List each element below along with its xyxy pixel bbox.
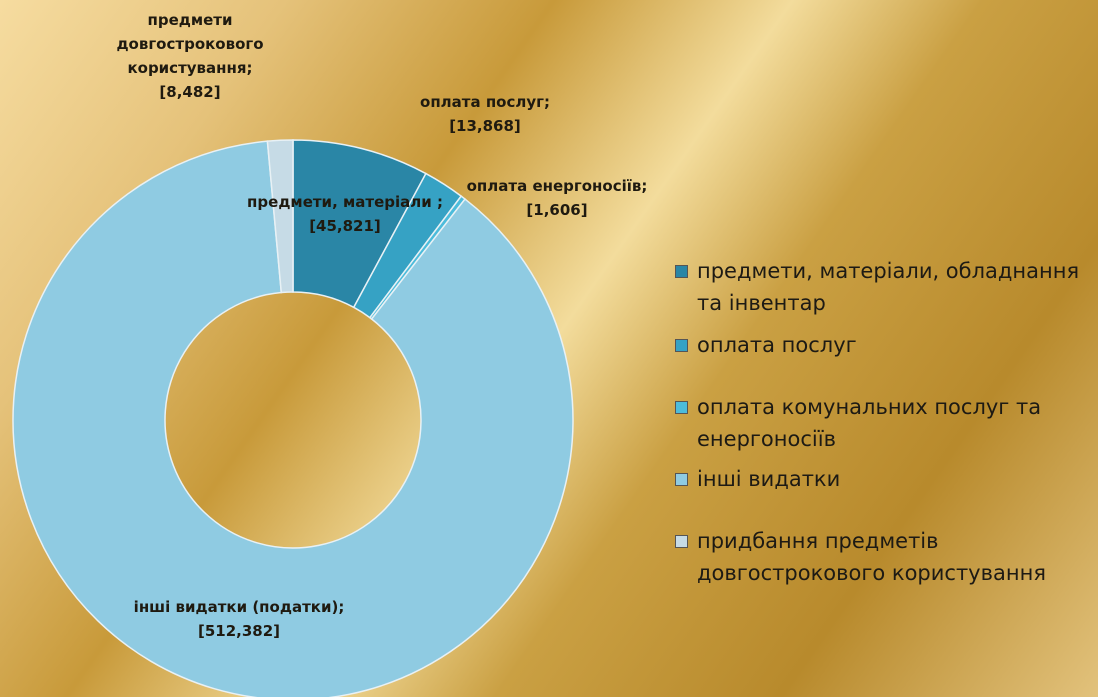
legend-swatch (675, 339, 688, 352)
data-label-name: оплата послуг; (420, 93, 550, 111)
legend-swatch (675, 401, 688, 414)
legend-label: оплата комунальних послуг та енергоносії… (697, 395, 1042, 451)
data-label: інші видатки (податки); [512,382] (134, 595, 345, 643)
data-label: предмети довгострокового користування; [8… (115, 8, 265, 104)
legend-item: оплата послуг (675, 329, 1090, 361)
legend-swatch (675, 473, 688, 486)
legend: предмети, матеріали, обладнання та інвен… (675, 255, 1090, 589)
data-label: оплата енергоносіїв; [1,606] (467, 174, 648, 222)
data-label-value: [512,382] (197, 622, 281, 640)
data-label-name: предмети довгострокового користування; (116, 11, 264, 77)
data-label-value: [1,606] (526, 201, 588, 219)
donut-slice (12, 140, 574, 697)
donut-slice (266, 139, 294, 294)
data-label-value: [8,482] (159, 83, 221, 101)
data-label-name: предмети, матеріали ; (247, 193, 443, 211)
data-label-name: оплата енергоносіїв; (466, 177, 648, 195)
legend-item: інші видатки (675, 463, 1090, 495)
data-label: оплата послуг; [13,868] (420, 90, 550, 138)
legend-swatch (675, 535, 688, 548)
legend-item: предмети, матеріали, обладнання та інвен… (675, 255, 1090, 319)
legend-label: оплата послуг (697, 333, 857, 357)
legend-label: предмети, матеріали, обладнання та інвен… (697, 259, 1080, 315)
data-label: предмети, матеріали ; [45,821] (247, 190, 443, 238)
legend-item: оплата комунальних послуг та енергоносії… (675, 391, 1090, 455)
legend-label: інші видатки (697, 467, 841, 491)
legend-item: придбання предметів довгострокового кори… (675, 525, 1090, 589)
legend-label: придбання предметів довгострокового кори… (697, 529, 1046, 585)
data-label-name: інші видатки (податки); (133, 598, 345, 616)
legend-swatch (675, 265, 688, 278)
data-label-value: [45,821] (309, 217, 381, 235)
data-label-value: [13,868] (449, 117, 521, 135)
